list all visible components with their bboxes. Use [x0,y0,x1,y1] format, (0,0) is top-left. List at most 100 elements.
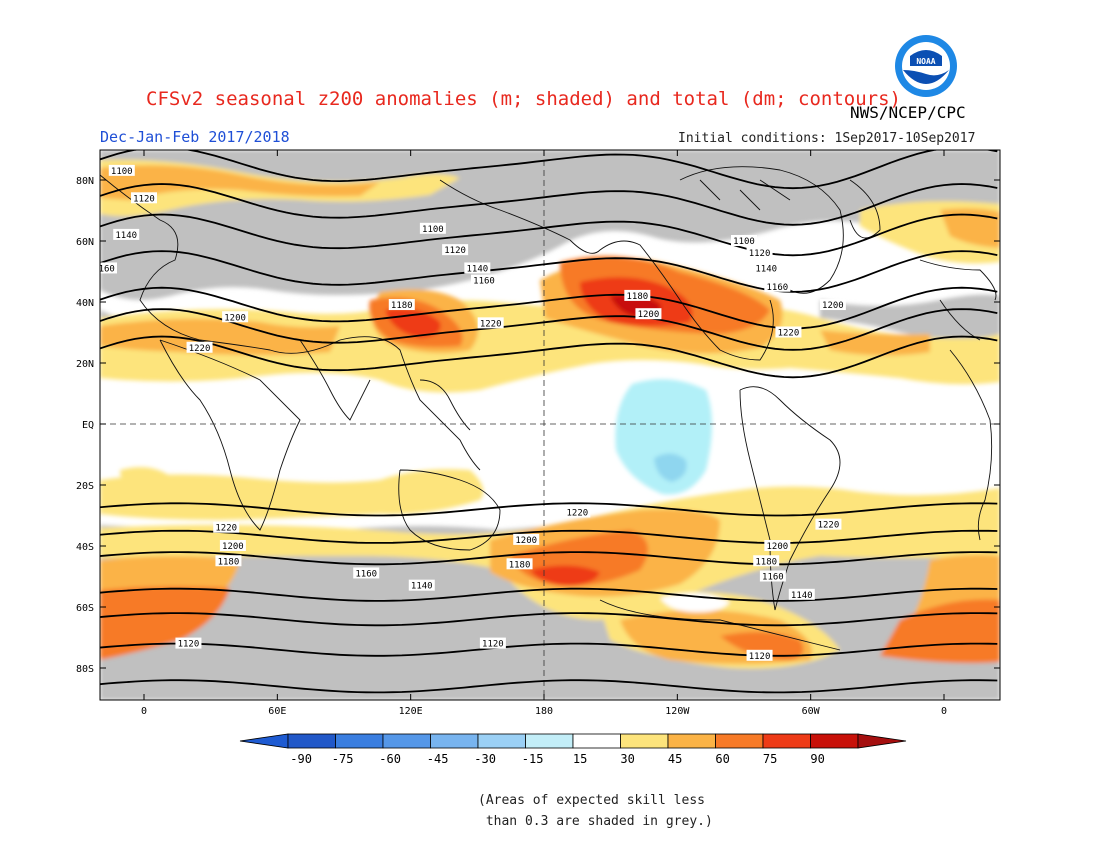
contour-label-box [464,262,491,274]
contour-1120 [100,642,998,657]
anomaly-region [100,165,380,200]
lon-tick-label: 0 [141,706,147,717]
colorbar-tick-label: -45 [427,752,449,766]
contour-1140 [100,213,998,257]
contour-1220 [100,335,998,379]
contour-label-box [753,262,780,274]
contour-label-box [764,280,791,292]
anomaly-region [615,379,712,495]
contour-label: 1180 [391,301,413,311]
colorbar-swatch [335,733,384,749]
contour-label: 1160 [93,264,115,274]
colorbar-tick-label: 60 [715,752,729,766]
anomaly-region [940,208,1000,248]
contour-1200 [100,529,998,544]
contour-label-box [759,570,786,582]
map-frame [99,149,1001,701]
colorbar-swatch [810,733,859,749]
season-label: Dec-Jan-Feb 2017/2018 [100,128,290,146]
colorbar-swatch [525,733,574,749]
contour-label: 1220 [480,319,502,329]
lon-tick-label: 60W [802,706,821,717]
contour-1160 [100,250,998,293]
anomaly-region [654,453,687,482]
colorbar-swatch [287,733,336,749]
contour-label-box [186,341,213,353]
colorbar-swatch [430,733,479,749]
contour-label-box [219,540,246,551]
colorbar-tick-label: 15 [573,752,587,766]
colorbar-tick-label: -90 [290,752,312,766]
lon-tick-label: 120W [665,706,690,717]
anomaly-region [100,469,484,520]
contour-label-box [731,235,757,246]
lat-tick-label: 60S [76,603,94,614]
contour-label: 1120 [749,652,771,662]
colorbar-tick-label: -30 [474,752,496,766]
noaa-logo-text: NOAA [916,57,935,66]
colorbar-legend: -90 -75 -60 -45 -30 -15 15 30 45 60 75 90 [239,733,907,766]
contour-label: 1160 [355,569,377,579]
contour-label: 1100 [733,237,755,247]
anomaly-region [530,565,600,586]
anomaly-region [100,586,230,660]
anomaly-region [120,467,170,490]
contour-label-box [477,317,504,329]
lat-tick-label: 20N [76,359,94,370]
contour-1160 [100,587,998,602]
lat-tick-label: EQ [82,420,94,431]
height-contours [100,150,998,694]
contour-label-box [815,518,842,530]
anomaly-region [720,631,804,660]
contour-label: 1220 [215,524,237,534]
colorbar-tick-label: -75 [332,752,354,766]
contour-1200 [100,308,998,351]
colorbar-swatch [382,733,431,749]
contour-label: 1120 [482,640,504,650]
contour-label-box [635,308,662,320]
lon-tick-label: 180 [535,706,553,717]
contour-label-box [819,299,846,311]
contour-label-box [388,299,415,311]
contour-label: 1200 [515,536,537,546]
colorbar-swatch [762,733,811,749]
lon-tick-label: 120E [399,706,423,717]
graticule [100,150,1000,700]
lat-tick-label: 20S [76,481,94,492]
contour-label: 1140 [755,264,777,274]
colorbar-swatch [715,733,764,749]
contour-label: 1200 [822,301,844,311]
colorbar-max-arrow [857,733,907,749]
contour-label-box [131,192,157,204]
lat-tick-label: 80S [76,664,94,675]
lat-tick-label: 80N [76,176,94,187]
initial-conditions-label: Initial conditions: 1Sep2017-10Sep2017 [678,131,976,146]
contour-label: 1140 [115,231,137,241]
contour-label-box [764,540,791,551]
colorbar-swatch [620,733,669,749]
lon-tick-label: 60E [268,706,286,717]
map-title: CFSv2 seasonal z200 anomalies (m; shaded… [146,88,901,110]
contour-label-box [100,262,117,274]
colorbar-swatch [572,733,621,749]
contour-label: 1160 [766,283,788,293]
anomaly-region [820,330,930,356]
contour-label-box [408,579,435,591]
contour-label-box [746,247,773,259]
contour-label: 1180 [755,557,777,567]
contour-label-box [175,637,202,649]
contour-label-box [788,588,815,600]
contour-label-box [506,558,533,570]
contour-label-box [753,555,780,567]
colorbar-swatch [477,733,526,749]
contour-1180 [100,286,998,330]
lon-tick-label: 0 [941,706,947,717]
colorbar-swatch [667,733,716,749]
contour-label: 1140 [791,591,813,601]
contour-label-box [775,326,802,338]
contour-label-box [353,567,380,579]
contour-label-box [479,637,506,649]
colorbar-tick-label: -60 [379,752,401,766]
latitude-axis: 80N 60N 40N 20N EQ 20S 40S 60S 80S [76,176,1000,675]
